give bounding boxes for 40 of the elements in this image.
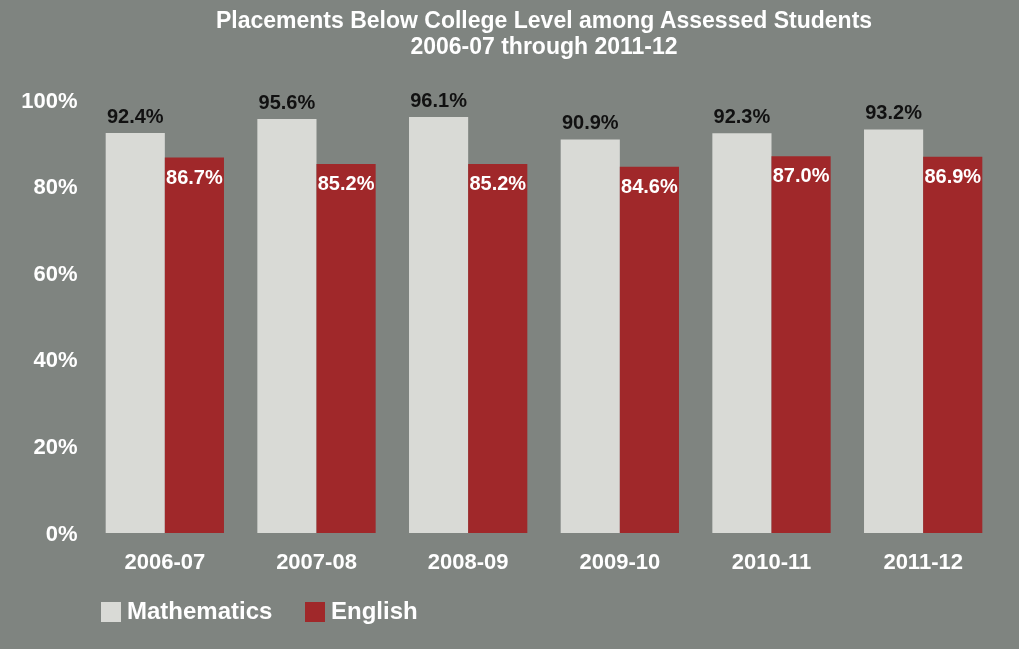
bar: [771, 156, 831, 533]
data-label: 87.0%: [772, 164, 830, 187]
data-label: 92.3%: [713, 105, 771, 128]
bar: [409, 116, 469, 533]
y-tick-label: 40%: [33, 347, 78, 373]
bar: [316, 164, 376, 533]
bar: [923, 156, 983, 533]
data-label: 93.2%: [865, 101, 923, 124]
x-tick-label: 2010-11: [731, 548, 812, 574]
x-tick-label: 2009-10: [579, 548, 661, 574]
x-tick-label: 2006-07: [124, 548, 206, 574]
bar: [257, 119, 317, 533]
x-tick-label: 2007-08: [276, 548, 357, 574]
x-tick-label: 2008-09: [427, 548, 509, 574]
y-tick-label: 20%: [33, 433, 78, 459]
data-label: 85.2%: [317, 172, 375, 195]
data-label: 86.7%: [166, 165, 223, 188]
chart-subtitle: 2006-07 through 2011-12: [410, 33, 678, 59]
data-label: 90.9%: [561, 111, 619, 134]
legend-label: English: [331, 597, 418, 624]
x-tick-label: 2011-12: [883, 548, 963, 574]
data-label: 95.6%: [258, 91, 316, 114]
bar: [712, 133, 772, 533]
bar: [864, 129, 924, 533]
data-label: 92.4%: [106, 104, 164, 127]
y-tick-label: 60%: [33, 260, 78, 286]
bar: [164, 157, 224, 533]
data-label: 84.6%: [621, 174, 678, 197]
bar: [468, 164, 528, 533]
bar: [560, 139, 620, 533]
y-tick-label: 100%: [21, 87, 78, 113]
data-label: 86.9%: [924, 164, 982, 187]
bar: [105, 132, 165, 533]
y-tick-label: 0%: [45, 520, 78, 546]
bar: [619, 166, 679, 533]
data-label: 96.1%: [410, 88, 468, 111]
legend-label: Mathematics: [127, 597, 273, 624]
y-tick-label: 80%: [33, 174, 78, 200]
chart-title: Placements Below College Level among Assessed Students: [215, 7, 873, 33]
data-label: 85.2%: [469, 172, 527, 195]
